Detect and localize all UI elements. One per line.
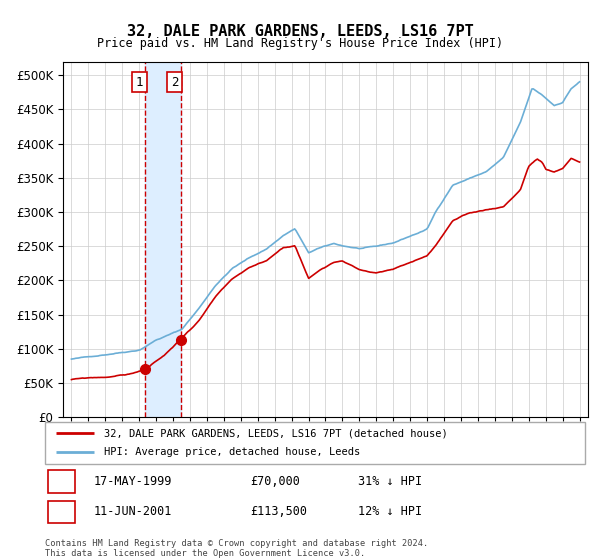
Bar <box>145 62 181 417</box>
Text: £113,500: £113,500 <box>250 506 307 519</box>
FancyBboxPatch shape <box>48 470 75 493</box>
Text: Price paid vs. HM Land Registry's House Price Index (HPI): Price paid vs. HM Land Registry's House … <box>97 37 503 50</box>
Text: 31% ↓ HPI: 31% ↓ HPI <box>358 475 422 488</box>
Text: £70,000: £70,000 <box>250 475 300 488</box>
Text: 32, DALE PARK GARDENS, LEEDS, LS16 7PT (detached house): 32, DALE PARK GARDENS, LEEDS, LS16 7PT (… <box>104 428 448 438</box>
Text: 32, DALE PARK GARDENS, LEEDS, LS16 7PT: 32, DALE PARK GARDENS, LEEDS, LS16 7PT <box>127 24 473 39</box>
Text: HPI: Average price, detached house, Leeds: HPI: Average price, detached house, Leed… <box>104 447 361 458</box>
Text: 11-JUN-2001: 11-JUN-2001 <box>94 506 172 519</box>
Text: 17-MAY-1999: 17-MAY-1999 <box>94 475 172 488</box>
Text: 2: 2 <box>58 506 65 519</box>
Text: 1: 1 <box>58 475 65 488</box>
Text: 12% ↓ HPI: 12% ↓ HPI <box>358 506 422 519</box>
FancyBboxPatch shape <box>48 501 75 523</box>
FancyBboxPatch shape <box>45 422 585 464</box>
Text: 1: 1 <box>136 76 143 88</box>
Text: Contains HM Land Registry data © Crown copyright and database right 2024.
This d: Contains HM Land Registry data © Crown c… <box>45 539 428 558</box>
Text: 2: 2 <box>171 76 178 88</box>
